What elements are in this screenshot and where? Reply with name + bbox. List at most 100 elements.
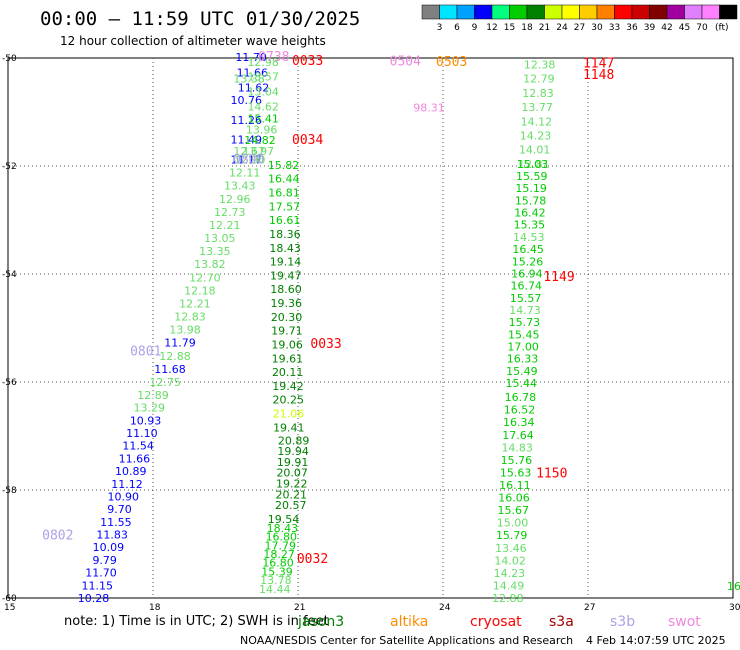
wave-height-point: 16.44	[268, 173, 300, 186]
y-tick-label: -58	[2, 486, 17, 496]
wave-height-point: 16.34	[503, 416, 535, 429]
wave-height-point: 17.00	[507, 341, 539, 354]
wave-height-point: 14.23	[494, 567, 526, 580]
wave-height-point: 13.78	[260, 574, 292, 587]
wave-height-point: 13.98	[169, 324, 201, 337]
wave-height-point: 11.10	[126, 427, 158, 440]
wave-height-point: 16.94	[511, 267, 543, 280]
wave-height-point: 11.12	[111, 478, 143, 491]
colorbar-swatch	[579, 4, 598, 20]
wave-height-point: 11.79	[164, 337, 196, 350]
pass-time-label: 0033	[292, 54, 323, 69]
colorbar-swatch	[561, 4, 580, 20]
wave-height-point: 18.60	[270, 283, 302, 296]
colorbar-swatch	[526, 4, 545, 20]
colorbar-tick: 27	[574, 23, 585, 33]
wave-height-point: 11.68	[154, 363, 186, 376]
colorbar-swatch	[631, 4, 650, 20]
wave-height-point: 15.41	[247, 112, 279, 125]
legend-cryosat: cryosat	[470, 614, 522, 630]
colorbar-tick: 42	[661, 23, 672, 33]
wave-height-point: 14.02	[494, 554, 526, 567]
wave-height-point: 10.28	[78, 592, 110, 605]
wave-height-point: 12.75	[149, 376, 181, 389]
pass-time-label: 0801	[130, 345, 161, 360]
colorbar-swatch	[684, 4, 703, 20]
wave-height-point: 13.35	[199, 245, 231, 258]
wave-height-point: 10.76	[231, 94, 263, 107]
wave-height-point: 14.12	[521, 115, 553, 128]
wave-height-point: 11.62	[238, 82, 270, 95]
pass-time-label: 0738	[258, 50, 289, 65]
wave-height-point: 13.38	[233, 73, 265, 86]
wave-height-point: 15.44	[506, 377, 538, 390]
colorbar-tick: 24	[556, 23, 568, 33]
colorbar-swatch	[666, 4, 685, 20]
wave-height-point: 19.54	[268, 513, 300, 526]
wave-height-point: 12.21	[209, 219, 241, 232]
wave-height-point: 16.74	[510, 280, 542, 293]
chart-title: 00:00 – 11:59 UTC 01/30/2025	[40, 8, 360, 30]
pass-time-label: 0504	[390, 55, 421, 70]
wave-height-point: 19.14	[270, 256, 302, 269]
wave-height-point: 15.03	[517, 158, 549, 171]
colorbar-swatch	[509, 4, 528, 20]
wave-height-point: 12.81	[518, 158, 550, 171]
wave-height-point: 16.52	[504, 404, 536, 417]
wave-height-point: 11.66	[119, 452, 151, 465]
wave-height-point: 18.43	[267, 522, 299, 535]
wave-height-point: 19.94	[277, 445, 309, 458]
wave-height-point: 14.23	[520, 129, 552, 142]
colorbar-swatch	[649, 4, 668, 20]
pass-time-label: 0800	[233, 152, 264, 167]
y-axis-ticks: -50 -52 -54 -56 -58 -60	[2, 54, 17, 604]
wave-height-point: 15.79	[496, 529, 528, 542]
colorbar-tick: 45	[679, 23, 690, 33]
wave-height-point: 17.57	[269, 200, 301, 213]
wave-height-point: 17.79	[264, 539, 296, 552]
wave-height-point: 17.64	[502, 429, 534, 442]
wave-height-point: 12.21	[179, 297, 211, 310]
wave-height-point: 14.53	[513, 231, 545, 244]
pass-time-label: 0802	[42, 528, 73, 543]
wave-height-point: 14.73	[509, 304, 541, 317]
pass-labels: 0033073800340800080100330032080205030504…	[42, 50, 614, 567]
wave-height-point: 10.93	[130, 414, 162, 427]
wave-height-point: 16.61	[269, 214, 301, 227]
wave-height-point: 13.43	[224, 180, 256, 193]
colorbar-tick: 30	[591, 23, 603, 33]
y-tick-label: -60	[2, 594, 17, 604]
wave-height-point: 11.55	[100, 516, 132, 529]
wave-height-point: 12.96	[219, 193, 251, 206]
wave-height-point: 11.70	[235, 51, 267, 64]
pass-time-label: 0033	[310, 337, 341, 352]
wave-height-point: 14.83	[501, 441, 533, 454]
wave-height-point: 13.97	[243, 145, 275, 158]
colorbar-swatch	[544, 4, 563, 20]
y-tick-label: -50	[2, 54, 17, 64]
colorbar-tick: 9	[472, 23, 478, 33]
wave-height-point: 15.39	[261, 565, 293, 578]
wave-height-point: 12.89	[137, 389, 169, 402]
wave-height-point: 20.25	[273, 394, 305, 407]
wave-height-point: 12.79	[523, 73, 555, 86]
wave-height-point: 20.57	[275, 499, 307, 512]
colorbar-tick: 36	[626, 23, 638, 33]
wave-height-point: 20.21	[275, 488, 307, 501]
wave-height-point: 16.80	[266, 531, 298, 544]
colorbar-tick: 15	[504, 23, 515, 33]
colorbar-tick: 33	[609, 23, 620, 33]
wave-height-point: 19.36	[271, 297, 303, 310]
wave-height-point: 13.05	[204, 232, 236, 245]
wave-height-point: 12.90	[234, 154, 266, 167]
wave-height-point: 15.45	[508, 328, 540, 341]
wave-height-point: 13.46	[495, 542, 527, 555]
wave-height-point: 16	[727, 580, 740, 593]
pass-time-label: 0034	[292, 133, 323, 148]
colorbar-swatch	[596, 4, 615, 20]
credit-date: 4 Feb 14:07:59 UTC 2025	[586, 634, 726, 647]
wave-height-point: 9.70	[107, 503, 132, 516]
wave-height-point: 13.29	[134, 402, 166, 415]
wave-height-point: 11.26	[231, 114, 263, 127]
